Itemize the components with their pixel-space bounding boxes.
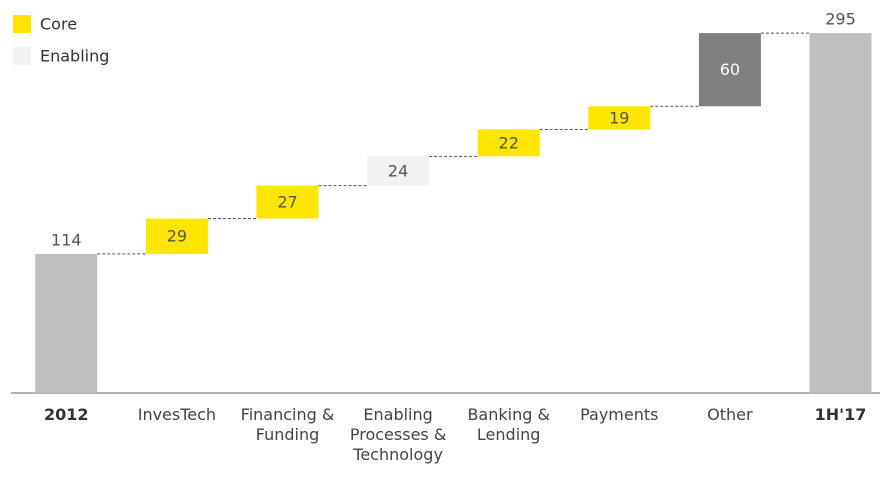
x-tick-label: Enabling Processes & Technology [349,405,447,464]
bar [588,106,651,130]
x-tick-label: 1H'17 [814,405,867,424]
value-label: 295 [825,10,856,29]
x-tick-label: Other [707,405,753,424]
bar [698,33,761,107]
legend-swatch [13,15,31,33]
x-tick-label: Banking & Lending [467,405,550,444]
x-tick-label: 2012 [44,405,89,424]
value-label: 29 [167,227,187,246]
legend-label: Core [40,15,77,34]
legend-swatch [13,47,31,65]
x-tick-label: Payments [580,405,659,424]
bar [477,129,540,157]
value-label: 60 [720,60,740,79]
value-label: 19 [609,108,629,127]
x-tick-label: Financing & Funding [240,405,335,444]
bar [809,33,872,393]
value-label: 22 [499,133,519,152]
bar [145,218,208,254]
value-label: 114 [51,230,82,249]
bar [256,185,319,219]
bar [367,156,430,186]
legend-label: Enabling [40,47,109,66]
value-label: 27 [277,193,297,212]
x-tick-label: InvesTech [137,405,217,424]
bar [35,253,98,393]
value-label: 24 [388,161,408,180]
